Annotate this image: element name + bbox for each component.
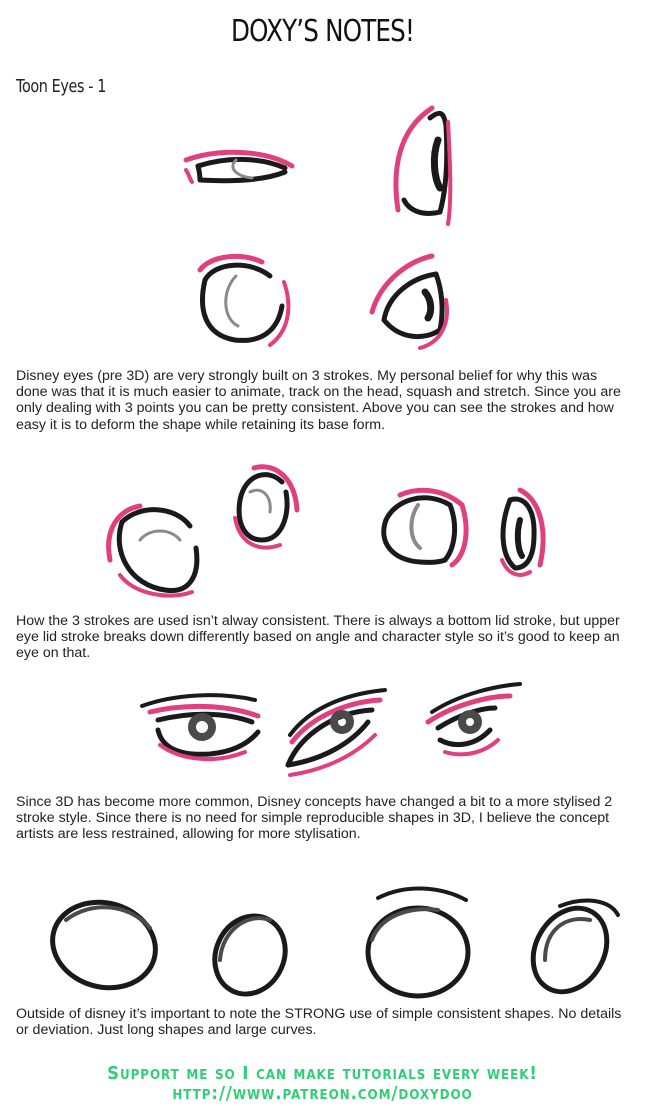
patreon-support-text: Support me so I can make tutorials every… [107, 1063, 538, 1084]
tall-eye-drawing [393, 105, 453, 226]
two-stroke-eyes-illustration [140, 682, 522, 777]
flat-eye-drawing [183, 149, 295, 184]
patreon-link[interactable]: http://www.patreon.com/doxydoo [172, 1083, 473, 1104]
stylised-eye-side-drawing [425, 682, 522, 757]
paragraph-three-strokes: Disney eyes (pre 3D) are very strongly b… [16, 368, 621, 433]
triangle-eye-drawing [381, 487, 469, 568]
simple-oval-eye-3-drawing [365, 886, 471, 999]
section-heading: Toon Eyes - 1 [16, 76, 106, 97]
paragraph-simple-shapes: Outside of disney it’s important to note… [16, 1006, 622, 1039]
stylised-eye-angled-drawing [285, 688, 387, 777]
round-eye-drawing [197, 254, 291, 347]
three-stroke-eyes-illustration [183, 105, 453, 350]
wide-tilted-eye-drawing [106, 503, 200, 598]
simple-oval-eye-1-drawing [50, 899, 158, 991]
paragraph-two-stroke: Since 3D has become more common, Disney … [16, 794, 613, 843]
stroke-variation-illustration [106, 464, 546, 598]
page-title: DOXY’S NOTES! [230, 14, 415, 49]
narrow-eye-drawing [500, 487, 546, 577]
paragraph-stroke-usage: How the 3 strokes are used isn’t alway c… [16, 613, 620, 662]
simple-oval-eye-4-drawing [530, 898, 620, 995]
simple-oval-eye-2-drawing [212, 913, 288, 997]
angled-eye-drawing [369, 253, 449, 350]
stylised-eye-front-drawing [140, 693, 261, 762]
simple-shapes-illustration [50, 886, 620, 999]
upright-eye-drawing [233, 464, 300, 550]
